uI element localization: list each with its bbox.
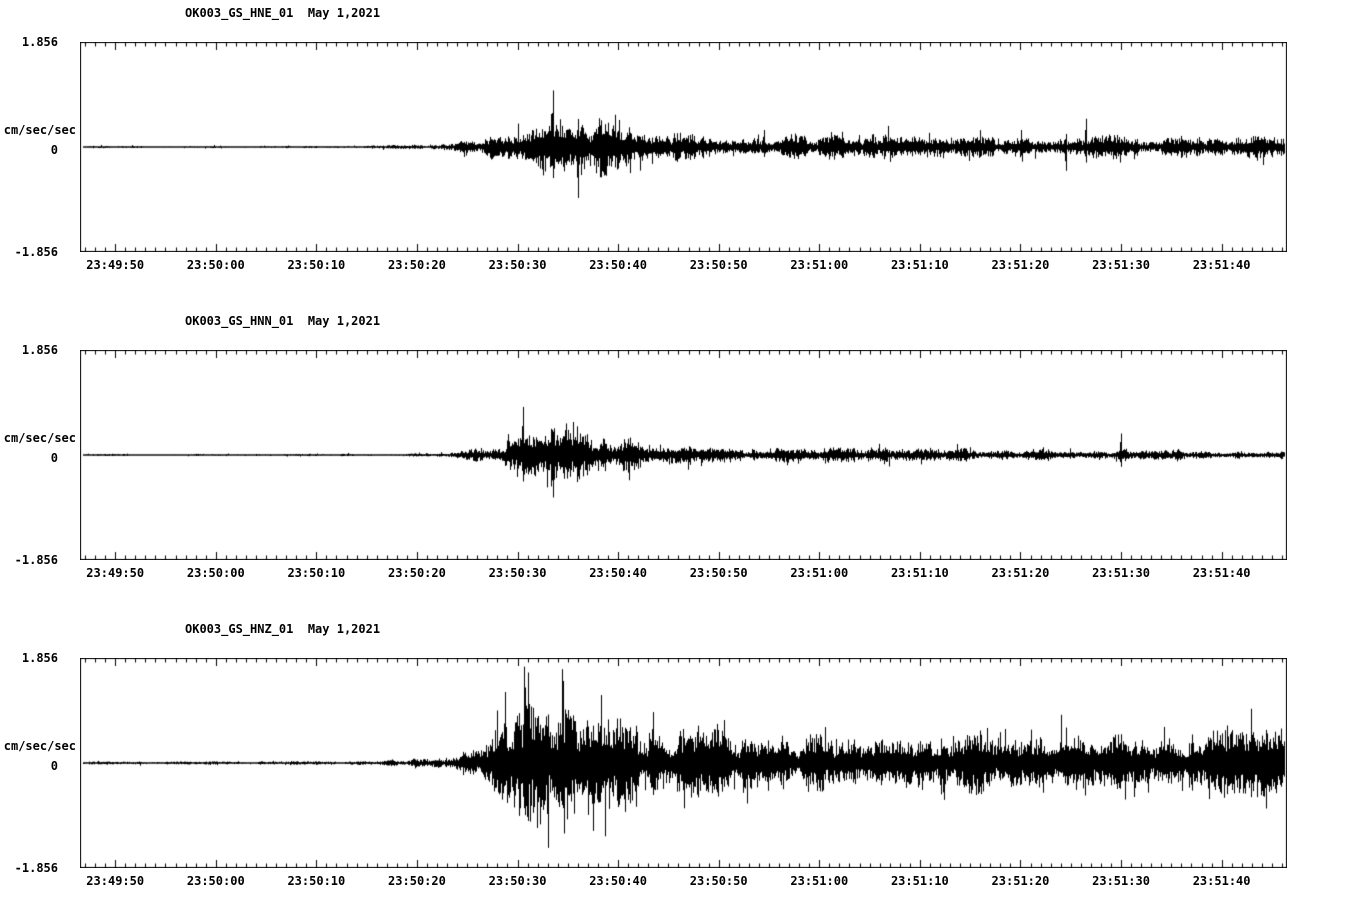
panel-title: OK003_GS_HNN_01 May 1,2021 [185,314,381,328]
y-axis-min-label: -1.856 [14,245,58,259]
x-tick-label: 23:50:50 [689,874,748,888]
x-tick-label: 23:50:20 [388,566,446,580]
x-tick-label: 23:51:20 [991,566,1050,580]
x-tick-label: 23:51:10 [890,566,949,580]
x-tick-label: 23:49:50 [86,258,145,272]
x-tick-label: 23:50:40 [589,258,647,272]
x-tick-label: 23:49:50 [86,874,145,888]
x-tick-label: 23:50:00 [186,874,245,888]
x-tick-label: 23:51:20 [991,258,1050,272]
waveform-canvas [80,350,1287,560]
x-tick-label: 23:50:30 [488,566,547,580]
x-axis-labels: 23:49:50 23:50:00 23:50:10 23:50:20 23:50:30… [0,257,1358,273]
x-tick-label: 23:51:00 [790,258,849,272]
x-tick-label: 23:51:30 [1092,874,1150,888]
x-axis-labels: 23:49:50 23:50:00 23:50:10 23:50:20 23:50:30… [0,565,1358,581]
x-tick-label: 23:50:40 [589,566,647,580]
x-tick-label: 23:50:50 [689,258,748,272]
y-axis-zero-label: 0 [50,451,58,465]
waveform-canvas [80,658,1287,868]
waveform-canvas [80,42,1287,252]
x-tick-label: 23:51:40 [1192,566,1251,580]
x-tick-label: 23:50:30 [488,874,547,888]
x-tick-label: 23:50:00 [186,566,245,580]
x-tick-label: 23:50:10 [287,874,346,888]
x-tick-label: 23:51:30 [1092,258,1150,272]
seismogram-panel: OK003_GS_HNE_01 May 1,2021 1.856 cm/sec/… [0,0,1358,308]
y-axis-min-label: -1.856 [14,553,58,567]
seismogram-panel: OK003_GS_HNZ_01 May 1,2021 1.856 cm/sec/… [0,616,1358,924]
x-tick-label: 23:51:30 [1092,566,1150,580]
y-axis-unit-label: cm/sec/sec [3,431,76,445]
x-tick-label: 23:50:20 [388,874,446,888]
x-tick-label: 23:50:30 [488,258,547,272]
x-axis-labels: 23:49:50 23:50:00 23:50:10 23:50:20 23:50:30… [0,873,1358,889]
x-tick-label: 23:49:50 [86,566,145,580]
x-tick-label: 23:50:20 [388,258,446,272]
y-axis-max-label: 1.856 [21,343,58,357]
x-tick-label: 23:51:00 [790,874,849,888]
panel-title: OK003_GS_HNE_01 May 1,2021 [185,6,381,20]
x-tick-label: 23:51:00 [790,566,849,580]
y-axis-unit-label: cm/sec/sec [3,739,76,753]
x-tick-label: 23:51:10 [890,874,949,888]
x-tick-label: 23:51:20 [991,874,1050,888]
x-tick-label: 23:51:10 [890,258,949,272]
y-axis-zero-label: 0 [50,143,58,157]
x-tick-label: 23:50:10 [287,258,346,272]
x-tick-label: 23:50:40 [589,874,647,888]
x-tick-label: 23:51:40 [1192,258,1251,272]
x-tick-label: 23:50:10 [287,566,346,580]
x-tick-label: 23:51:40 [1192,874,1251,888]
y-axis-max-label: 1.856 [21,651,58,665]
y-axis-min-label: -1.856 [14,861,58,875]
x-tick-label: 23:50:50 [689,566,748,580]
x-tick-label: 23:50:00 [186,258,245,272]
y-axis-unit-label: cm/sec/sec [3,123,76,137]
panel-title: OK003_GS_HNZ_01 May 1,2021 [185,622,381,636]
y-axis-zero-label: 0 [50,759,58,773]
seismogram-panel: OK003_GS_HNN_01 May 1,2021 1.856 cm/sec/… [0,308,1358,616]
y-axis-max-label: 1.856 [21,35,58,49]
